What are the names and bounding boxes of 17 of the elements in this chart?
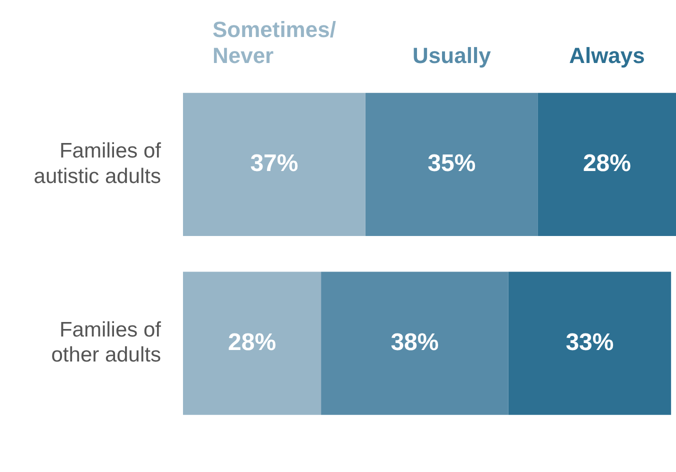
series-label: Sometimes/Never (212, 17, 336, 68)
series-label: Usually (412, 43, 492, 68)
data-label: 38% (390, 328, 439, 356)
y-tick-label: Families of autistic adults (34, 140, 162, 188)
bar (365, 92, 538, 236)
data-label: 37% (250, 150, 298, 178)
bar (321, 272, 508, 415)
bar (183, 272, 322, 415)
bar (538, 92, 676, 236)
y-tick-label: Families of other adults (51, 318, 162, 367)
data-label: 28% (228, 328, 276, 356)
series-label: Always (569, 43, 645, 68)
data-label: 35% (428, 150, 476, 178)
bar (183, 92, 366, 236)
bar (508, 272, 672, 415)
data-label: 33% (566, 328, 614, 356)
data-label: 28% (582, 150, 632, 178)
